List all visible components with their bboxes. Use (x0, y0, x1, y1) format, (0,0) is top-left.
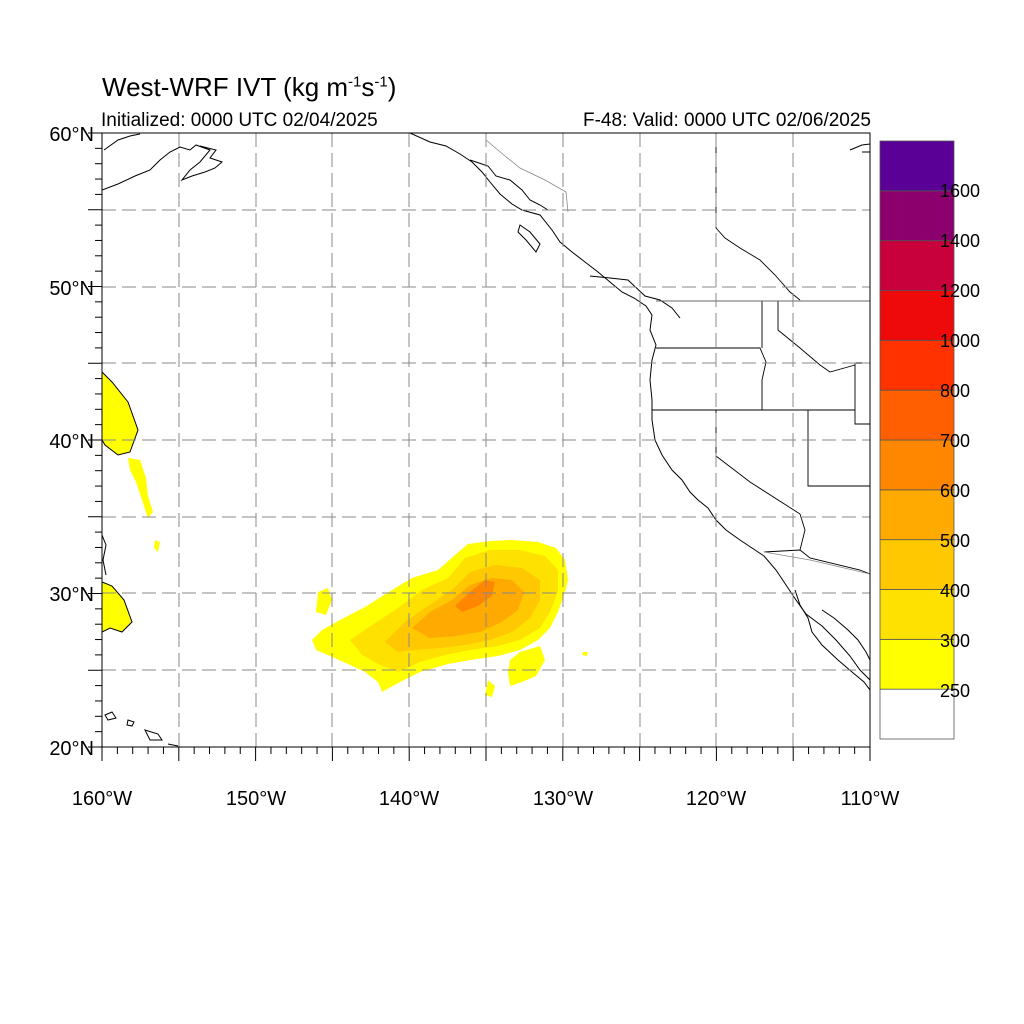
lon-label-140w: 140°W (379, 788, 439, 810)
axis-ticks (88, 132, 871, 761)
ivt-hawaii-north-plume (102, 372, 160, 632)
lat-label-60n: 60°N (49, 124, 94, 146)
colorbar-label-600: 600 (940, 481, 970, 501)
ivt-field (102, 372, 588, 697)
country-boundaries (485, 139, 870, 575)
colorbar-box (879, 389, 955, 441)
colorbar-box (879, 539, 955, 590)
lat-label-30n: 30°N (49, 584, 94, 606)
lat-label-20n: 20°N (49, 738, 94, 760)
colorbar-label-800: 800 (940, 381, 970, 401)
colorbar-label-1200: 1200 (940, 281, 980, 301)
valid-time: F-48: Valid: 0000 UTC 02/06/2025 (583, 110, 871, 131)
colorbar-box (879, 190, 955, 242)
lon-label-150w: 150°W (226, 788, 286, 810)
colorbar-box (879, 638, 955, 690)
ivt-atmospheric-river-core (312, 540, 588, 697)
colorbar-box (879, 439, 955, 491)
lon-label-110w: 110°W (841, 788, 900, 810)
latitude-labels: 60°N 50°N 40°N 30°N 20°N (49, 124, 94, 760)
lat-label-50n: 50°N (49, 278, 94, 300)
longitude-labels: 160°W 150°W 140°W 130°W 120°W 110°W (72, 788, 900, 810)
alaska-coast-outline (102, 144, 223, 191)
colorbar-label-1000: 1000 (940, 331, 980, 351)
colorbar-label-700: 700 (940, 431, 970, 451)
lon-label-130w: 130°W (533, 788, 593, 810)
initialized-time: Initialized: 0000 UTC 02/04/2025 (101, 110, 378, 131)
colorbar-label-1400: 1400 (940, 231, 980, 251)
graticule (102, 133, 870, 747)
colorbar-label-250: 250 (940, 681, 970, 701)
map-title: West-WRF IVT (kg m-1s-1) (102, 72, 397, 102)
colorbar-box (879, 589, 955, 640)
lon-label-160w: 160°W (72, 788, 132, 810)
colorbar-box (879, 240, 955, 291)
state-boundaries (652, 133, 870, 575)
lat-label-40n: 40°N (49, 431, 94, 453)
colorbar-label-1600: 1600 (940, 181, 980, 201)
colorbar-label-300: 300 (940, 631, 970, 651)
colorbar-labels: 250 300 400 500 600 700 800 1000 1200 14… (940, 181, 980, 701)
colorbar-label-500: 500 (940, 531, 970, 551)
colorbar-label-400: 400 (940, 581, 970, 601)
colorbar (879, 140, 955, 740)
coastlines (102, 133, 870, 747)
colorbar-box (879, 290, 955, 341)
alaska-panhandle-outline (409, 133, 870, 681)
colorbar-box (879, 140, 955, 192)
hawaii-big-island-outline (102, 371, 139, 456)
hawaii-coast-outline (102, 581, 133, 633)
lon-label-120w: 120°W (686, 788, 746, 810)
